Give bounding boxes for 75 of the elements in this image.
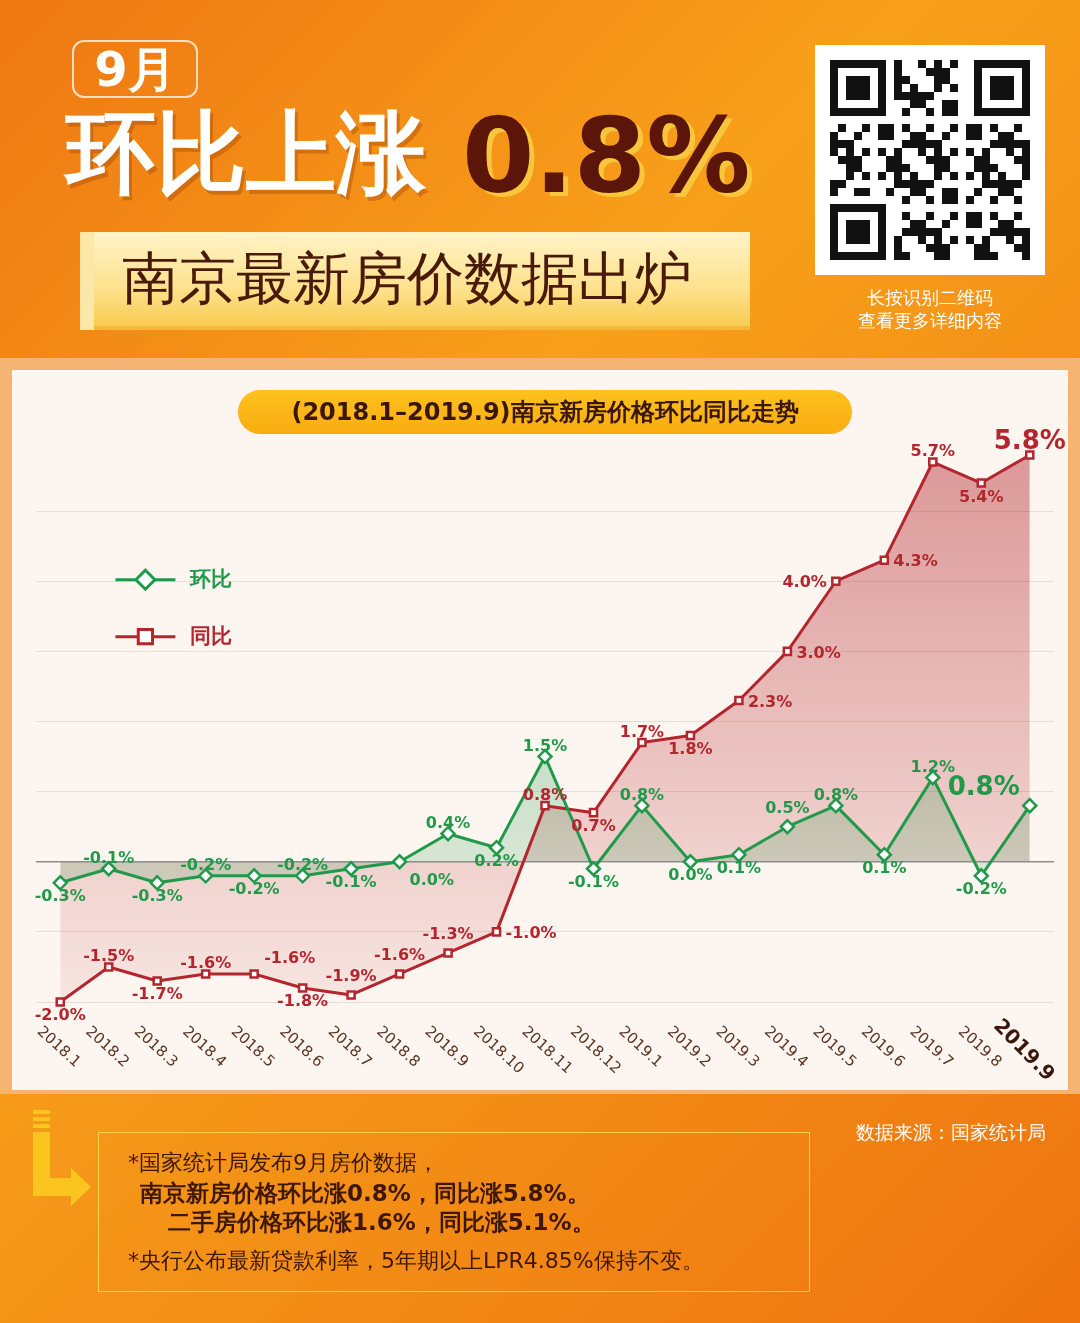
point	[1022, 797, 1038, 814]
data-label: -1.7%	[131, 984, 183, 1004]
data-label: 0.8%	[619, 784, 665, 804]
text: 南京新房价格环比涨0.8%，同比涨5.8%。	[140, 1180, 590, 1206]
data-label: 0.5%	[765, 797, 810, 817]
point	[346, 990, 356, 1000]
data-label: -0.1%	[567, 872, 619, 892]
data-label: 1.7%	[619, 721, 665, 741]
data-label: 1.8%	[668, 738, 713, 758]
data-label: 4.3%	[893, 551, 938, 571]
point	[779, 818, 796, 835]
data-label: 5.4%	[959, 486, 1004, 506]
point	[734, 695, 744, 706]
point	[200, 969, 211, 979]
data-label: -2.0%	[34, 1005, 86, 1025]
point	[55, 997, 66, 1007]
chart-subtitle: 南京最新房价数据出炉	[122, 245, 692, 311]
data-label: 0.8%	[813, 784, 859, 804]
data-label: -1.5%	[83, 945, 135, 965]
data-label: 4.0%	[782, 572, 827, 592]
point	[152, 976, 162, 986]
data-label: -1.6%	[180, 952, 232, 972]
point	[491, 927, 502, 937]
point	[297, 983, 308, 993]
legend-label: 环比	[189, 567, 233, 592]
text: 9月	[94, 41, 176, 97]
source-note: 数据来源：国家统计局	[856, 1121, 1046, 1143]
data-label: 1.5%	[522, 735, 568, 755]
data-label: -1.8%	[277, 991, 329, 1011]
text: 查看更多详细内容	[858, 310, 1002, 331]
point	[588, 807, 599, 818]
text: *国家统计局发布9月房价数据，	[128, 1150, 439, 1175]
legend-label: 同比	[190, 624, 233, 649]
point	[976, 478, 987, 488]
data-label: -1.3%	[422, 923, 474, 943]
data-label: 5.7%	[910, 441, 955, 461]
data-label: -1.9%	[325, 965, 377, 985]
chart-title: (2018.1–2019.9)南京新房价格环比同比走势	[291, 398, 799, 426]
point	[831, 576, 841, 587]
data-label: -0.3%	[34, 886, 86, 906]
point	[928, 457, 938, 467]
text: 0.8%	[462, 95, 751, 217]
point	[685, 730, 696, 741]
point	[103, 962, 114, 972]
data-label: -0.2%	[228, 879, 280, 899]
data-label: -0.1%	[83, 847, 135, 867]
point	[782, 646, 793, 657]
text: 二手房价格环比涨1.6%，同比涨5.1%。	[168, 1209, 595, 1235]
data-label: -1.0%	[505, 923, 557, 943]
data-label: 2.3%	[747, 691, 793, 711]
point	[637, 737, 647, 748]
data-label: 0.0%	[409, 870, 454, 890]
data-label: -0.2%	[277, 854, 329, 874]
data-label: 3.0%	[796, 642, 841, 662]
data-label: 0.1%	[716, 858, 762, 878]
point	[391, 853, 408, 870]
data-label: -0.1%	[325, 872, 377, 892]
point	[879, 555, 890, 565]
text: 长按识别二维码	[867, 287, 993, 308]
point	[1024, 450, 1035, 460]
data-label: -0.2%	[955, 879, 1007, 899]
data-label: -0.2%	[180, 854, 232, 874]
data-label: -1.6%	[374, 944, 426, 964]
point	[394, 969, 405, 979]
data-label: 1.2%	[910, 756, 955, 776]
data-label: 5.8%	[993, 425, 1066, 455]
point	[443, 948, 453, 958]
data-label: 0.0%	[668, 865, 713, 885]
text: *央行公布最新贷款利率，5年期以上LPR4.85%保持不变。	[128, 1248, 704, 1273]
data-label: 0.1%	[862, 858, 907, 878]
data-label: 0.4%	[425, 812, 471, 832]
data-label: -1.6%	[264, 947, 316, 967]
data-label: 0.2%	[474, 851, 519, 871]
point	[249, 969, 259, 979]
data-label: -0.3%	[131, 886, 183, 906]
